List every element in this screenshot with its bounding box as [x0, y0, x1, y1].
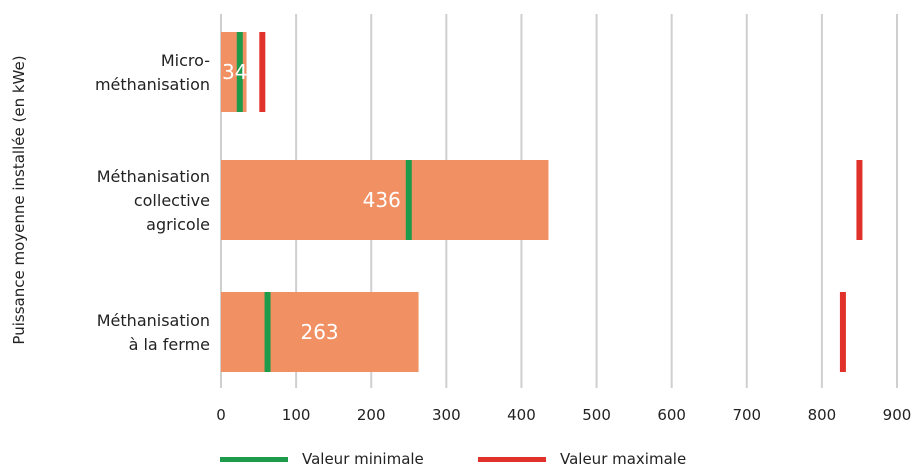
- x-tick-labels: 0 100 200 300 400 500 600 700 800 900: [216, 406, 911, 424]
- legend-label-min: Valeur minimale: [302, 450, 424, 468]
- max-marker: [856, 160, 863, 240]
- x-tick-label: 900: [883, 406, 912, 424]
- legend-swatch-max: [478, 456, 546, 462]
- min-marker: [405, 160, 412, 240]
- category-label-line: Micro-: [161, 51, 210, 70]
- bar-data-label: 34: [222, 60, 247, 84]
- min-marker: [264, 292, 271, 372]
- max-marker: [259, 32, 266, 112]
- bar: [221, 292, 419, 372]
- bar-data-label: 263: [300, 320, 338, 344]
- legend-item-min: Valeur minimale: [220, 450, 424, 468]
- x-tick-label: 0: [216, 406, 226, 424]
- max-markers: [259, 32, 863, 372]
- category-label-line: agricole: [146, 215, 210, 234]
- y-axis-label-box: Puissance moyenne installée (en kWe): [10, 55, 28, 344]
- category-label-line: méthanisation: [95, 75, 210, 94]
- category-label: Micro-méthanisation: [95, 51, 210, 94]
- x-tick-label: 400: [507, 406, 536, 424]
- legend-label-max: Valeur maximale: [560, 450, 687, 468]
- min-markers: [236, 32, 412, 372]
- min-marker: [236, 32, 243, 112]
- x-tick-label: 200: [357, 406, 386, 424]
- x-tick-label: 800: [808, 406, 837, 424]
- legend-swatch-min: [220, 456, 288, 462]
- category-label-line: Méthanisation: [97, 311, 210, 330]
- bar: [221, 160, 549, 240]
- bar-labels: 34 436 263: [222, 60, 401, 344]
- x-tick-label: 100: [282, 406, 311, 424]
- category-labels: Micro-méthanisation Méthanisation collecti…: [95, 51, 210, 354]
- category-label-line: Méthanisation: [97, 167, 210, 186]
- category-label: Méthanisation collective agricole: [97, 167, 210, 234]
- category-label-line: collective: [134, 191, 210, 210]
- max-marker: [839, 292, 846, 372]
- x-tick-label: 500: [582, 406, 611, 424]
- legend-item-max: Valeur maximale: [478, 450, 686, 468]
- x-tick-label: 600: [657, 406, 686, 424]
- legend: Valeur minimale Valeur maximale: [220, 450, 780, 468]
- x-tick-label: 300: [432, 406, 461, 424]
- category-label-line: à la ferme: [129, 335, 210, 354]
- category-label: Méthanisation à la ferme: [97, 311, 210, 354]
- chart: 34 436 263 Micro-méthanisation Méthanisatio…: [95, 14, 911, 424]
- bar-data-label: 436: [363, 188, 401, 212]
- x-tick-label: 700: [732, 406, 761, 424]
- y-axis-label: Puissance moyenne installée (en kWe): [10, 55, 28, 344]
